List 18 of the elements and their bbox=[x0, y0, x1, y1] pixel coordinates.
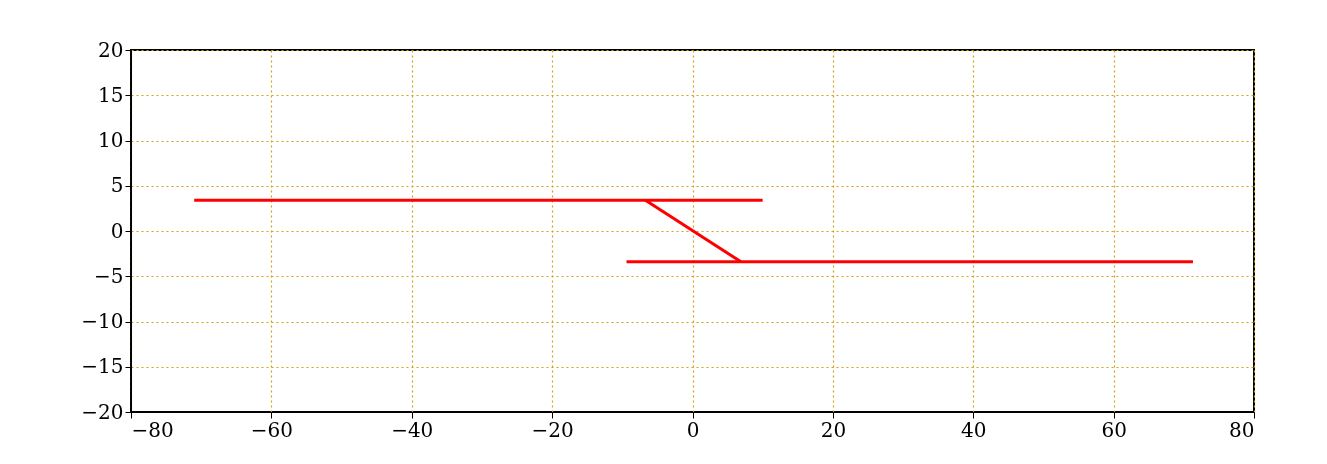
y-tick-label: 10 bbox=[98, 128, 124, 152]
y-tick-label: 0 bbox=[110, 218, 124, 243]
y-tick-label: −5 bbox=[94, 263, 124, 288]
x-tick-label: 60 bbox=[1101, 417, 1127, 442]
y-tick-label: 5 bbox=[110, 173, 124, 198]
y-tick-label: −15 bbox=[81, 354, 124, 379]
x-tick-label: 80 bbox=[1229, 417, 1255, 442]
x-tick-label: −60 bbox=[250, 417, 293, 442]
x-tick-label: 40 bbox=[961, 417, 987, 442]
x-tick-label: −20 bbox=[531, 417, 574, 442]
x-tick-label: 0 bbox=[686, 417, 700, 442]
x-tick-label: 20 bbox=[820, 417, 847, 442]
x-tick-label: −80 bbox=[131, 417, 174, 442]
y-tick-label: −20 bbox=[81, 399, 124, 424]
x-tick-label: −40 bbox=[391, 417, 434, 442]
y-tick-label: 15 bbox=[98, 82, 124, 107]
y-tick-label: 20 bbox=[98, 37, 124, 62]
y-tick-label: −10 bbox=[81, 309, 124, 333]
